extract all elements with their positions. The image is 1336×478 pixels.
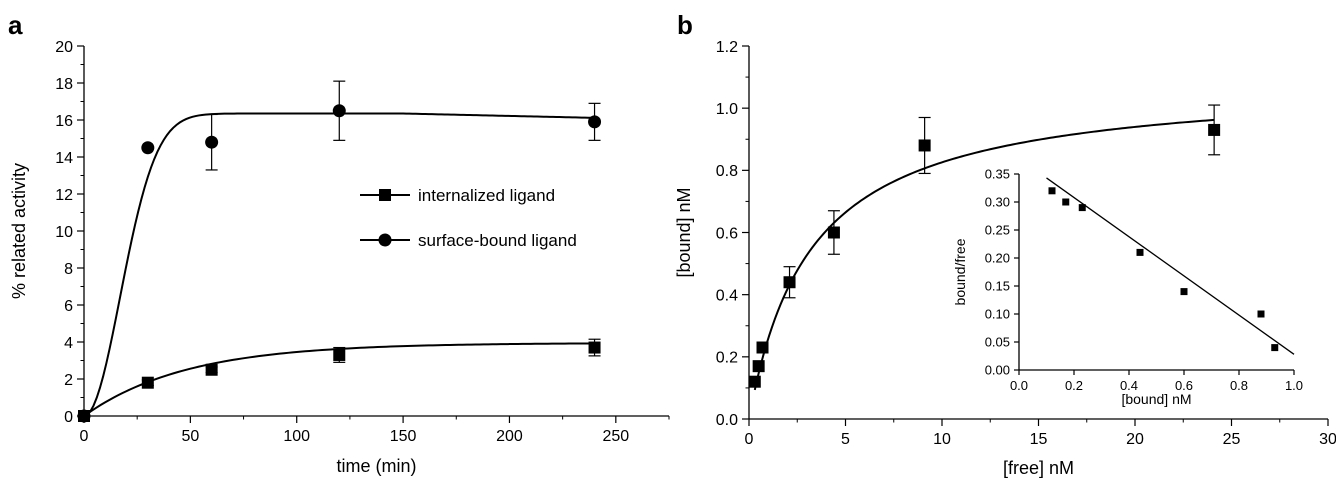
- x-tick-label: 100: [283, 428, 310, 445]
- y-tick-label: 12: [55, 187, 73, 204]
- binding-fit-curve: [753, 118, 1215, 391]
- y-tick-label: 0.20: [985, 251, 1010, 266]
- y-tick-label: 0.2: [716, 350, 738, 367]
- x-tick-label: 25: [1223, 431, 1241, 448]
- x-tick-label: 50: [181, 428, 199, 445]
- y-tick-label: 0.30: [985, 195, 1010, 210]
- surface-bound-point: [77, 409, 91, 423]
- y-tick-label: 0.15: [985, 279, 1010, 294]
- panel-b-letter: b: [677, 10, 693, 40]
- y-tick-label: 0.6: [716, 225, 738, 242]
- y-tick-label: 0.4: [716, 287, 738, 304]
- y-tick-label: 1.2: [716, 39, 738, 56]
- y-tick-label: 20: [55, 39, 73, 56]
- y-tick-label: 0.8: [716, 163, 738, 180]
- scatchard-point: [1180, 288, 1188, 296]
- x-tick-label: 0.8: [1230, 378, 1248, 393]
- y-tick-label: 16: [55, 113, 73, 130]
- x-tick-label: 0.0: [1010, 378, 1028, 393]
- y-tick-label: 8: [64, 261, 73, 278]
- y-tick-label: 0.25: [985, 223, 1010, 238]
- x-tick-label: 15: [1030, 431, 1048, 448]
- y-tick-label: 4: [64, 335, 73, 352]
- binding-point: [752, 360, 765, 373]
- surface-bound-point: [205, 135, 219, 149]
- y-tick-label: 1.0: [716, 101, 738, 118]
- scatchard-point: [1062, 198, 1070, 206]
- surface-bound-fit-curve: [83, 112, 595, 417]
- x-tick-label: 0: [745, 431, 754, 448]
- binding-point: [827, 226, 840, 239]
- x-tick-label: 200: [496, 428, 523, 445]
- surface-bound-point: [332, 104, 346, 118]
- y-tick-label: 18: [55, 76, 73, 93]
- surface-bound-point: [588, 115, 602, 129]
- y-axis-title: % related activity: [9, 163, 29, 299]
- internalized-point: [588, 341, 601, 354]
- x-axis-title: [free] nM: [1003, 458, 1074, 478]
- x-tick-label: 0.6: [1175, 378, 1193, 393]
- x-tick-label: 20: [1126, 431, 1144, 448]
- y-tick-label: 0.05: [985, 335, 1010, 350]
- binding-point: [756, 341, 769, 354]
- y-axis-title: [bound] nM: [674, 187, 694, 277]
- y-tick-label: 0: [64, 409, 73, 426]
- x-tick-label: 150: [390, 428, 417, 445]
- panel-b-chart: 0 5 10 15 20 25 30 0.0 0.2 0.4 0.6 0.8 1.0 1.2 [free] …: [674, 39, 1336, 478]
- y-tick-label: 2: [64, 372, 73, 389]
- scatchard-point: [1078, 204, 1086, 212]
- legend-internalized-marker: [379, 189, 391, 201]
- surface-bound-point: [141, 141, 155, 155]
- binding-point: [748, 375, 761, 388]
- internalized-point: [141, 376, 154, 389]
- y-tick-label: 0.35: [985, 167, 1010, 182]
- y-tick-label: 14: [55, 150, 73, 167]
- x-tick-label: 1.0: [1285, 378, 1303, 393]
- binding-point: [783, 276, 796, 289]
- x-tick-label: 5: [841, 431, 850, 448]
- scatchard-point: [1257, 310, 1265, 318]
- legend-internalized-label: internalized ligand: [418, 186, 555, 205]
- scatchard-point: [1271, 344, 1279, 352]
- scatchard-fit-line: [1046, 177, 1295, 355]
- y-tick-label: 0.0: [716, 412, 738, 429]
- panel-a-chart: 0 50 100 150 200 250 0 2 4 6 8 10 12 14 16 18 20 time (mi…: [9, 39, 670, 476]
- x-tick-label: 250: [602, 428, 629, 445]
- binding-point: [1208, 123, 1221, 136]
- x-axis-title: time (min): [337, 456, 417, 476]
- y-tick-label: 0.00: [985, 363, 1010, 378]
- x-tick-label: 0.4: [1120, 378, 1138, 393]
- scatchard-point: [1048, 187, 1056, 195]
- x-tick-label: 0: [80, 428, 89, 445]
- y-tick-label: 0.10: [985, 307, 1010, 322]
- y-axis-title: bound/free: [952, 238, 968, 305]
- x-tick-label: 0.2: [1065, 378, 1083, 393]
- y-tick-label: 10: [55, 224, 73, 241]
- legend-surface-label: surface-bound ligand: [418, 231, 577, 250]
- scatchard-point: [1136, 248, 1144, 256]
- panel-a-legend: internalized ligand surface-bound ligand: [360, 186, 577, 250]
- internalized-point: [205, 363, 218, 376]
- panel-b-inset-chart: 0.0 0.2 0.4 0.6 0.8 1.0 0.00 0.05 0.10 0.15 0.20 0.…: [952, 167, 1303, 407]
- panel-a-letter: a: [8, 10, 23, 40]
- binding-point: [918, 139, 931, 152]
- internalized-point: [333, 348, 346, 361]
- y-tick-label: 6: [64, 298, 73, 315]
- x-tick-label: 30: [1319, 431, 1336, 448]
- x-axis-title: [bound] nM: [1121, 391, 1191, 407]
- x-tick-label: 10: [933, 431, 951, 448]
- legend-surface-marker: [378, 233, 392, 247]
